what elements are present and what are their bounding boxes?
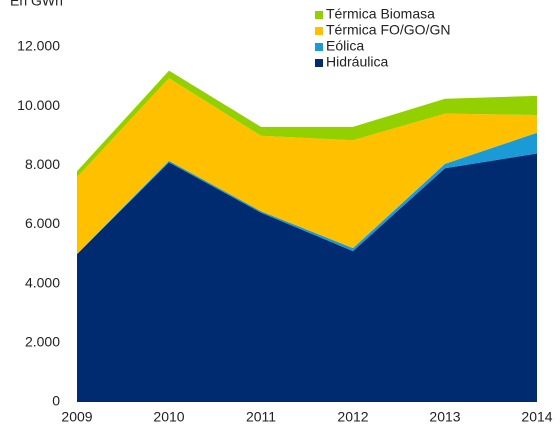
y-tick-label: 12.000 (17, 38, 60, 54)
y-tick-label: 8.000 (25, 156, 60, 172)
x-tick-label: 2011 (246, 409, 276, 425)
x-tick-label: 2009 (61, 409, 92, 425)
y-tick-label: 0 (52, 393, 60, 409)
legend-label: Térmica Biomasa (326, 6, 435, 22)
area (77, 78, 537, 255)
x-tick-label: 2012 (337, 409, 368, 425)
y-tick-label: 6.000 (25, 215, 60, 231)
legend-swatch (315, 59, 323, 67)
legend-swatch (315, 43, 323, 51)
legend-label: Eólica (326, 38, 364, 54)
legend-swatch (315, 27, 323, 35)
legend-label: Térmica FO/GO/GN (326, 22, 450, 38)
area (77, 132, 537, 255)
y-tick-label: 10.000 (17, 97, 60, 113)
legend-swatch (315, 11, 323, 19)
x-tick-label: 2010 (153, 409, 184, 425)
x-tick-label: 2013 (429, 409, 460, 425)
y-tick-label: 4.000 (25, 274, 60, 290)
x-tick-label: 2014 (521, 409, 552, 425)
y-tick-label: 2.000 (25, 334, 60, 350)
area (77, 153, 537, 402)
legend-label: Hidráulica (326, 54, 388, 70)
y-axis-label: En GWh (10, 0, 63, 9)
